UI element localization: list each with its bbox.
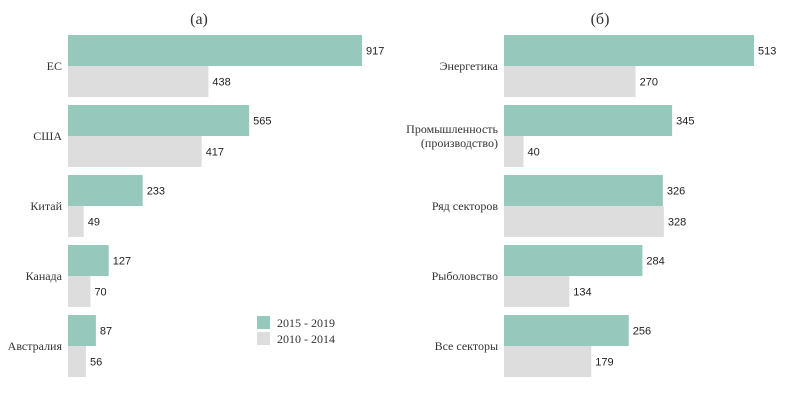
bar-series-1	[68, 35, 362, 66]
data-label: 256	[633, 326, 651, 338]
panel-title: (a)	[190, 11, 208, 28]
data-label: 70	[94, 287, 106, 299]
legend-label: 2010 - 2014	[277, 332, 335, 346]
category-label: Китай	[30, 199, 62, 213]
category-label-line: Промышленность	[406, 122, 498, 136]
data-label: 328	[668, 217, 686, 229]
category-label: США	[33, 129, 62, 143]
bar-series-2	[68, 346, 86, 377]
bar-series-1	[504, 35, 754, 66]
bar-series-1	[504, 105, 673, 136]
bar-series-2	[68, 136, 202, 167]
category-label: Ряд секторов	[432, 199, 498, 213]
data-label: 270	[640, 77, 658, 89]
category-label-line: Канада	[26, 269, 63, 283]
category-label-line: Китай	[30, 199, 62, 213]
data-label: 179	[595, 357, 613, 369]
data-label: 513	[758, 46, 776, 58]
category-label-line: Австралия	[8, 339, 63, 353]
legend-swatch	[257, 332, 270, 345]
data-label: 134	[573, 287, 591, 299]
bar-series-1	[68, 245, 109, 276]
category-label-line: Ряд секторов	[432, 199, 498, 213]
category-label: ЕС	[47, 59, 62, 73]
data-label: 56	[90, 357, 102, 369]
bar-series-1	[504, 245, 643, 276]
data-label: 326	[667, 186, 685, 198]
category-label: Все секторы	[435, 339, 498, 353]
data-label: 565	[253, 116, 271, 128]
bar-series-1	[504, 175, 663, 206]
category-label: Рыболовство	[432, 269, 498, 283]
bar-series-2	[504, 276, 570, 307]
category-label: Энергетика	[440, 59, 499, 73]
data-label: 40	[527, 147, 539, 159]
category-label-line: США	[33, 129, 62, 143]
bar-series-1	[504, 315, 629, 346]
category-label: Промышленность (производство)	[406, 122, 498, 150]
data-label: 417	[206, 147, 224, 159]
bar-series-1	[68, 175, 143, 206]
panel-title: (б)	[591, 11, 610, 28]
data-label: 345	[676, 116, 694, 128]
data-label: 233	[147, 186, 165, 198]
data-label: 284	[646, 256, 664, 268]
category-label-line: Рыболовство	[432, 269, 498, 283]
bar-series-2	[68, 66, 209, 97]
category-label-line: Все секторы	[435, 339, 498, 353]
bar-series-1	[68, 105, 250, 136]
legend-label: 2015 - 2019	[277, 316, 335, 330]
category-label: Канада	[26, 269, 63, 283]
bar-series-1	[68, 315, 96, 346]
category-label-line: (производство)	[421, 136, 498, 150]
data-label: 438	[212, 77, 230, 89]
bar-series-2	[504, 66, 636, 97]
category-label: Австралия	[8, 339, 63, 353]
bar-series-2	[504, 206, 664, 237]
data-label: 917	[366, 46, 384, 58]
category-label-line: ЕС	[47, 59, 62, 73]
data-label: 127	[113, 256, 131, 268]
bar-series-2	[68, 276, 91, 307]
data-label: 87	[100, 326, 112, 338]
legend-swatch	[257, 316, 270, 329]
data-label: 49	[88, 217, 100, 229]
bar-series-2	[68, 206, 84, 237]
bar-series-2	[504, 136, 524, 167]
category-label-line: Энергетика	[440, 59, 499, 73]
bar-series-2	[504, 346, 592, 377]
